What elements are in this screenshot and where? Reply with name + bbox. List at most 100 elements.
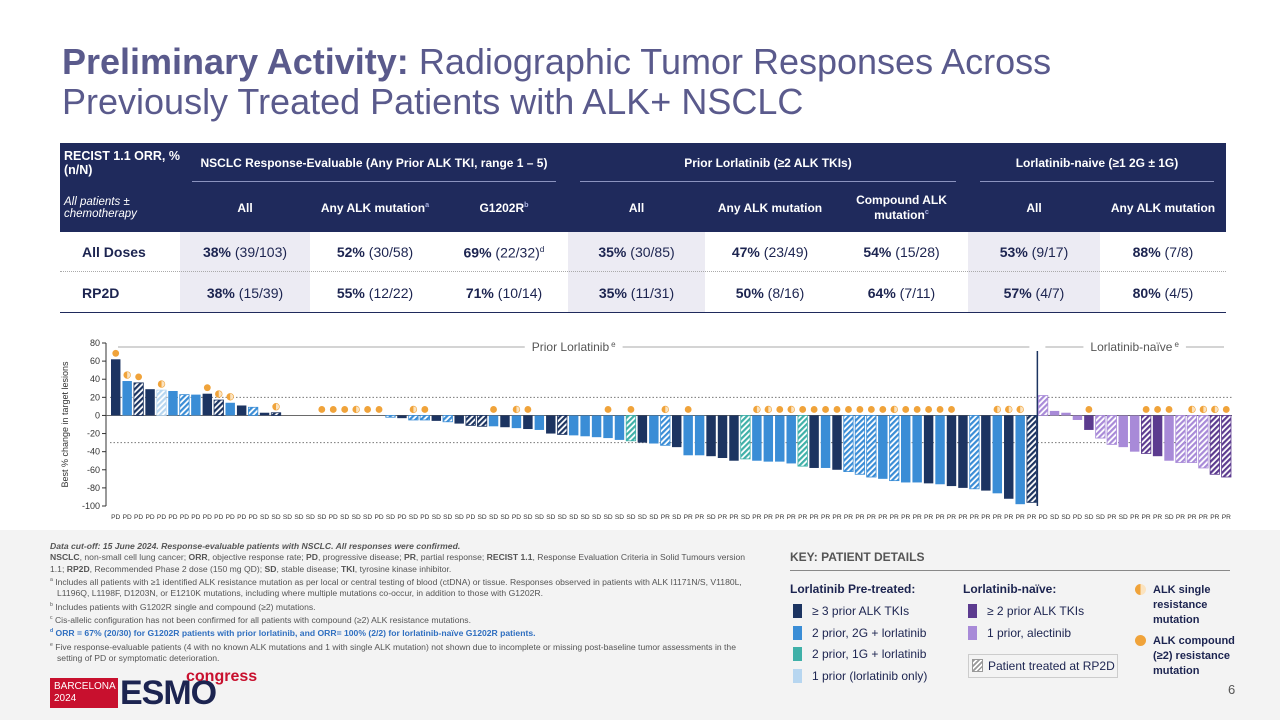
logo-name: ESMO: [120, 674, 217, 712]
column-header: Any ALK mutation: [1100, 183, 1226, 232]
x-tick-label: PR: [981, 514, 990, 521]
bar: [247, 406, 259, 416]
bar: [1198, 415, 1209, 469]
bar: [523, 415, 533, 430]
footnote: e Five response-evaluable patients (4 wi…: [50, 640, 750, 665]
single-marker-half: [661, 406, 666, 413]
bar: [1015, 415, 1025, 505]
x-tick-label: SD: [546, 514, 555, 521]
x-tick-label: SD: [1050, 514, 1059, 521]
bar: [786, 415, 796, 464]
bar: [133, 382, 144, 416]
y-tick-label: -20: [87, 429, 100, 439]
x-tick-label: SD: [1096, 514, 1105, 521]
compound-marker: [375, 406, 383, 413]
compound-marker: [833, 406, 841, 413]
bar: [500, 415, 510, 428]
footnote-list: a Includes all patients with ≥1 identifi…: [50, 575, 750, 664]
x-tick-label: PR: [901, 514, 910, 521]
x-tick-label: SD: [638, 514, 647, 521]
column-label-text: Any ALK mutation: [717, 200, 823, 215]
title-bold: Preliminary Activity:: [62, 41, 409, 82]
footnotes: Data cut-off: 15 June 2024. Response-eva…: [50, 541, 750, 664]
bar: [992, 415, 1003, 494]
cell-pct: 35%: [598, 284, 627, 301]
y-tick-label: 0: [95, 410, 100, 420]
x-tick-label: SD: [672, 514, 681, 521]
cell-n: (15/28): [891, 244, 940, 260]
title-rest: Radiographic Tumor Responses Across Prev…: [62, 41, 1052, 122]
cell-n: (22/32): [491, 244, 540, 261]
cell-pct: 38%: [206, 284, 235, 301]
footnote-text: Includes all patients with ≥1 identified…: [52, 577, 742, 599]
bar: [1186, 415, 1198, 463]
x-tick-label: SD: [409, 514, 418, 521]
bar: [191, 394, 201, 416]
bar: [1152, 415, 1163, 457]
table-cell: 57% (4/7): [968, 272, 1100, 313]
cell-pct: 88%: [1132, 244, 1161, 260]
y-tick-label: 40: [90, 374, 100, 384]
group-header: Lorlatinib-naive (≥1 2G ± 1G): [1015, 156, 1179, 170]
bar: [419, 415, 430, 421]
bar: [1049, 410, 1060, 416]
bar: [385, 415, 396, 418]
single-marker-half: [215, 390, 219, 398]
cell-n: (8/16): [763, 284, 805, 301]
table-header-bg: [60, 143, 1226, 232]
x-tick-label: PD: [145, 514, 154, 521]
single-marker-half: [890, 406, 895, 413]
footnote-sup: d: [50, 628, 54, 635]
table-cell: 38% (15/39): [180, 272, 310, 313]
section-label-text: Prior Lorlatinib: [532, 340, 610, 354]
footer-band: [0, 530, 1280, 720]
x-tick-label: SD: [592, 514, 601, 521]
bar: [797, 415, 808, 467]
row-label: RP2D: [82, 284, 120, 301]
x-tick-label: SD: [1164, 514, 1173, 521]
bar: [465, 415, 476, 426]
bar: [1164, 415, 1174, 461]
compound-marker: [318, 406, 326, 413]
bar: [591, 415, 602, 438]
bar: [958, 415, 968, 488]
abbr-term: PR: [403, 552, 416, 563]
abbr-term: RP2D: [66, 563, 90, 574]
footnote-text: Cis-allelic configuration has not been c…: [52, 615, 471, 626]
bar: [969, 415, 980, 490]
bar: [431, 415, 442, 421]
cell-value: 52% (30/58): [337, 244, 413, 260]
x-tick-label: PR: [867, 514, 876, 521]
x-tick-label: SD: [581, 514, 590, 521]
x-tick-label: SD: [649, 514, 658, 521]
x-tick-label: SD: [558, 514, 567, 521]
bar: [649, 415, 659, 444]
x-tick-label: PR: [1210, 514, 1219, 521]
column-label: Any ALK mutation: [1111, 201, 1215, 215]
x-tick-label: SD: [603, 514, 612, 521]
x-tick-label: PR: [958, 514, 967, 521]
column-sup: c: [924, 207, 929, 216]
abbr-term: PD: [306, 552, 318, 563]
cell-pct: 53%: [999, 244, 1028, 260]
column-header: All: [568, 183, 705, 232]
x-tick-label: SD: [1119, 514, 1128, 521]
bar: [729, 415, 739, 461]
column-label: All: [629, 201, 644, 215]
x-tick-label: PR: [1187, 514, 1196, 521]
bar: [1129, 415, 1140, 452]
x-tick-label: PR: [1222, 514, 1231, 521]
bar: [625, 415, 637, 442]
bar: [717, 415, 728, 459]
bar: [397, 415, 407, 419]
x-tick-label: SD: [741, 514, 750, 521]
x-tick-label: PR: [684, 514, 693, 521]
cell-pct: 69%: [463, 244, 492, 261]
slide-title: Preliminary Activity: Radiographic Tumor…: [62, 42, 1162, 122]
cell-value: 50% (8/16): [736, 285, 805, 301]
bar: [981, 415, 991, 491]
x-tick-label: PR: [832, 514, 841, 521]
single-marker-half: [352, 406, 357, 413]
x-tick-label: PD: [329, 514, 338, 521]
single-marker-half: [1016, 406, 1021, 413]
